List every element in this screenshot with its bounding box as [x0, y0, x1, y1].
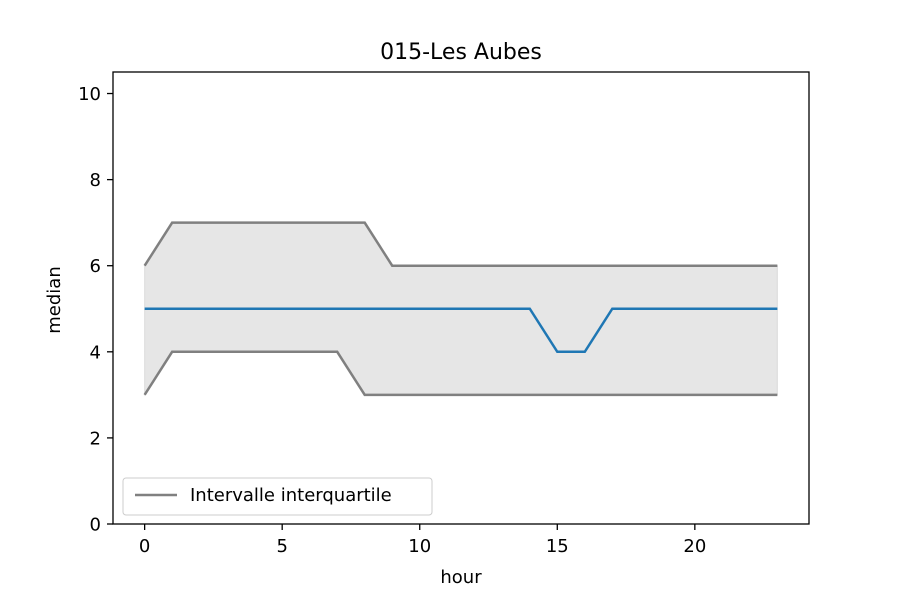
median-point — [197, 306, 202, 311]
upper-quartile-point — [665, 263, 670, 268]
median-point — [582, 349, 587, 354]
upper-quartile-point — [335, 220, 340, 225]
lower-quartile-point — [280, 349, 285, 354]
lower-quartile-point — [362, 392, 367, 397]
lower-quartile-line — [143, 350, 778, 397]
lower-quartile-point — [472, 392, 477, 397]
lower-quartile-point — [390, 392, 395, 397]
upper-quartile-point — [142, 263, 147, 268]
upper-quartile-point — [500, 263, 505, 268]
lower-quartile-point — [720, 392, 725, 397]
median-point — [445, 306, 450, 311]
plot-area — [142, 220, 780, 397]
lower-quartile-point — [500, 392, 505, 397]
median-point — [142, 306, 147, 311]
lower-quartile-point — [417, 392, 422, 397]
lower-quartile-point — [665, 392, 670, 397]
x-tick-label: 20 — [683, 536, 706, 557]
lower-quartile-point — [307, 349, 312, 354]
lower-quartile-point — [170, 349, 175, 354]
median-point — [362, 306, 367, 311]
lower-quartile-point — [747, 392, 752, 397]
median-point — [610, 306, 615, 311]
lower-quartile-point — [527, 392, 532, 397]
upper-quartile-point — [472, 263, 477, 268]
median-point — [747, 306, 752, 311]
lower-quartile-point — [610, 392, 615, 397]
upper-quartile-line — [143, 221, 778, 267]
upper-quartile-point — [170, 220, 175, 225]
median-point — [720, 306, 725, 311]
lower-quartile-point — [252, 349, 257, 354]
median-point — [170, 306, 175, 311]
y-tick-label: 4 — [90, 342, 101, 363]
median-point — [555, 349, 560, 354]
upper-quartile-point — [362, 220, 367, 225]
median-point — [225, 306, 230, 311]
upper-quartile-point — [720, 263, 725, 268]
axes-frame — [112, 71, 810, 525]
y-tick-label: 10 — [78, 84, 101, 105]
upper-quartile-point — [747, 263, 752, 268]
lower-quartile-point — [445, 392, 450, 397]
median-point — [637, 306, 642, 311]
lower-quartile-point — [692, 392, 697, 397]
median-line — [144, 307, 778, 354]
upper-quartile-point — [445, 263, 450, 268]
lower-quartile-point — [225, 349, 230, 354]
upper-quartile-point — [390, 263, 395, 268]
lower-quartile-point — [197, 349, 202, 354]
upper-quartile-point — [527, 263, 532, 268]
upper-quartile-point — [252, 220, 257, 225]
median-point — [500, 306, 505, 311]
x-tick-label: 5 — [276, 536, 287, 557]
lower-quartile-point — [775, 392, 780, 397]
legend-frame — [122, 477, 433, 516]
upper-quartile-point — [280, 220, 285, 225]
chart-title: 015-Les Aubes — [380, 40, 542, 65]
x-tick-label: 15 — [546, 536, 569, 557]
median-point — [280, 306, 285, 311]
lower-quartile-point — [335, 349, 340, 354]
upper-quartile-point — [582, 263, 587, 268]
x-tick-label: 10 — [408, 536, 431, 557]
median-point — [775, 306, 780, 311]
median-point — [665, 306, 670, 311]
legend: Intervalle interquartile — [122, 477, 433, 516]
upper-quartile-point — [307, 220, 312, 225]
median-point — [335, 306, 340, 311]
median-point — [252, 306, 257, 311]
upper-quartile-point — [417, 263, 422, 268]
median-point — [692, 306, 697, 311]
x-axis-title: hour — [440, 567, 482, 588]
upper-quartile-point — [197, 220, 202, 225]
lower-quartile-point — [142, 392, 147, 397]
median-point — [527, 306, 532, 311]
upper-quartile-point — [225, 220, 230, 225]
x-tick-label: 0 — [139, 536, 150, 557]
median-point — [307, 306, 312, 311]
y-tick-label: 0 — [90, 515, 101, 536]
y-tick-label: 6 — [90, 256, 101, 277]
upper-quartile-point — [637, 263, 642, 268]
upper-quartile-point — [692, 263, 697, 268]
lower-quartile-point — [582, 392, 587, 397]
y-tick-label: 8 — [90, 170, 101, 191]
y-tick-label: 2 — [90, 428, 101, 449]
median-point — [472, 306, 477, 311]
upper-quartile-point — [610, 263, 615, 268]
lower-quartile-point — [555, 392, 560, 397]
upper-quartile-point — [775, 263, 780, 268]
median-point — [417, 306, 422, 311]
legend-label-iqr: Intervalle interquartile — [190, 485, 392, 506]
lower-quartile-point — [637, 392, 642, 397]
y-axis-title: median — [44, 266, 65, 333]
upper-quartile-point — [555, 263, 560, 268]
y-axis: 0 2 4 6 8 10 — [78, 84, 113, 536]
median-point — [390, 306, 395, 311]
x-axis: 0 5 10 15 20 — [139, 524, 706, 557]
